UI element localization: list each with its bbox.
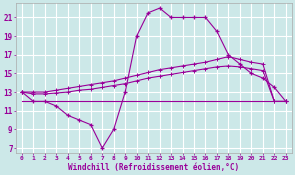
X-axis label: Windchill (Refroidissement éolien,°C): Windchill (Refroidissement éolien,°C) xyxy=(68,163,240,172)
